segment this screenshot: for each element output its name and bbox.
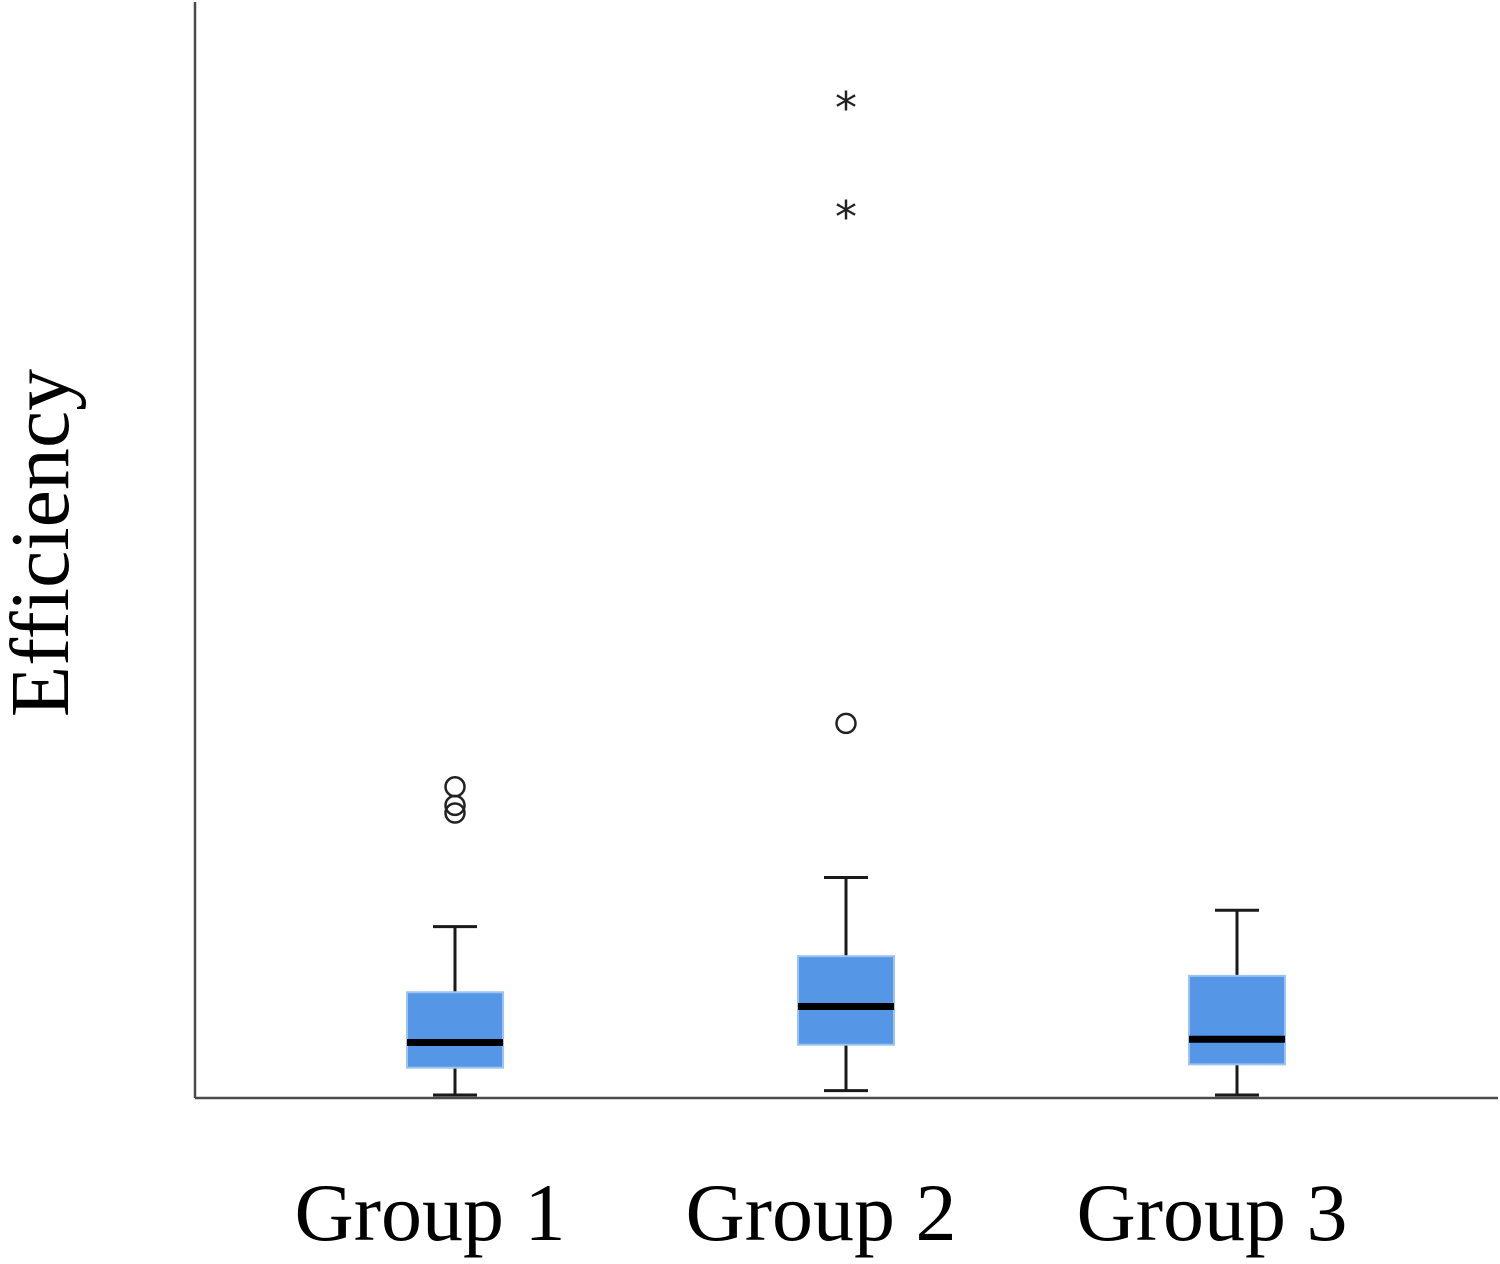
- x-tick-label: Group 3: [1076, 1167, 1347, 1258]
- box-group-1: [406, 776, 504, 1097]
- outlier-circle: [444, 802, 466, 824]
- iqr-box: [406, 991, 504, 1069]
- iqr-box: [1188, 974, 1286, 1066]
- outlier-extreme-star: *: [835, 83, 857, 134]
- box-group-3: [1188, 908, 1286, 1097]
- outlier-extreme-star: *: [835, 192, 857, 243]
- x-tick-labels: Group 1 Group 2 Group 3: [294, 1167, 1347, 1258]
- box-group-2: **: [797, 83, 895, 1093]
- outlier-circle: [444, 776, 466, 798]
- iqr-box: [797, 955, 895, 1046]
- x-tick-label: Group 2: [685, 1167, 956, 1258]
- plot-area: **: [406, 83, 1286, 1097]
- outlier-circle: [835, 712, 857, 735]
- y-axis-title: Efficiency: [0, 369, 87, 717]
- x-tick-label: Group 1: [294, 1167, 565, 1258]
